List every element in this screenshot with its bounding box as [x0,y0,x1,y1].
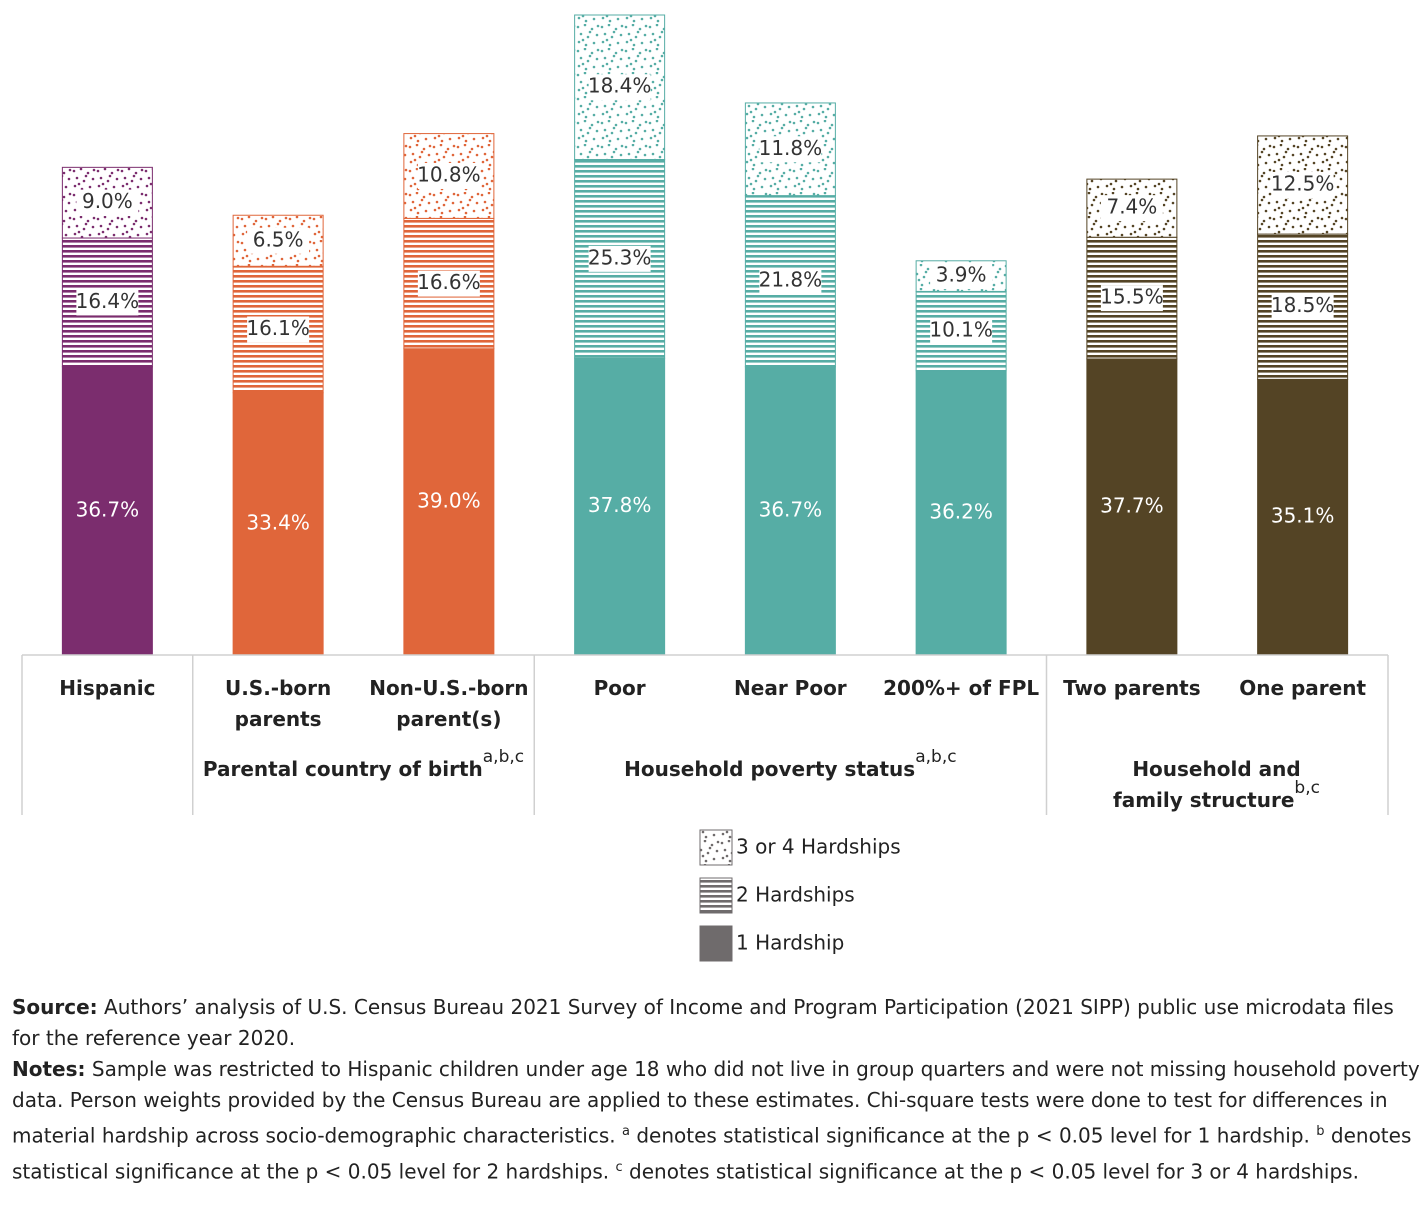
label-box [588,245,651,272]
notes-label: Notes: [12,1057,86,1081]
legend-label: 2 Hardships [736,883,855,907]
source-label: Source: [12,995,98,1019]
category-label: Near Poor [734,676,847,700]
category-label: Poor [593,676,646,700]
note-sup: c [615,1159,623,1175]
label-box [1100,195,1163,222]
footnotes: Source: Authors’ analysis of U.S. Census… [12,992,1420,1187]
note-sup: a [622,1124,630,1139]
value-label: 12.5% [1271,172,1335,196]
label-box [759,136,822,163]
note-text: denotes statistical significance at the … [629,1123,1317,1148]
value-label: 3.9% [936,263,987,287]
value-label: 35.1% [1271,504,1335,528]
value-label: 18.5% [1271,293,1335,317]
value-label: 11.8% [759,136,823,160]
note-text: denotes statistical significance at the … [12,1123,1412,1184]
bar-segment [744,366,836,656]
chart: 36.7% 16.4% 9.0% 33.4% 16.1% 6.5% 39.0% 16.6% 10… [21,14,1389,962]
legend-swatch [699,829,733,866]
group-label: Parental country of birtha,b,c [193,747,535,787]
note-text: denotes statistical significance at the … [622,1159,1359,1184]
value-label: 39.0% [417,488,481,512]
label-box [930,263,993,290]
label-box [1100,285,1163,312]
value-label: 33.4% [246,510,310,534]
group-text: Household and family structure [1113,757,1301,812]
value-label: 15.5% [1100,285,1164,309]
group-label: Household and family structureb,c [1107,754,1327,818]
value-label: 9.0% [82,189,133,213]
note-text: Sample was restricted to Hispanic childr… [12,1057,1420,1148]
note-sup: b [1316,1124,1325,1139]
source: Source: Authors’ analysis of U.S. Census… [12,992,1420,1054]
label-box [247,316,310,343]
label-box [759,268,822,295]
label-box [1271,172,1334,199]
value-label: 36.7% [759,497,823,521]
label-box [588,74,651,101]
label-box [417,162,480,189]
bar-segment [1086,358,1178,656]
bar-segment [61,366,153,656]
value-label: 21.8% [759,268,823,292]
value-label: 6.5% [253,227,304,251]
label-box [76,189,139,216]
category-label: Two parents [1063,676,1201,700]
legend-label: 1 Hardship [736,931,844,955]
value-label: 10.1% [929,318,993,342]
value-label: 25.3% [588,245,652,269]
value-label: 10.8% [417,162,481,186]
legend-swatch [699,877,733,914]
notes: Notes: Sample was restricted to Hispanic… [12,1054,1420,1187]
legend-label: 3 or 4 Hardships [736,835,901,859]
group-label: Household poverty statusa,b,c [534,747,1046,787]
bar-segment [915,370,1007,656]
group-text: Household poverty status [624,757,916,781]
group-text: Parental country of birth [202,757,483,781]
value-label: 18.4% [588,74,652,98]
value-label: 36.7% [76,497,140,521]
bar-segment [574,357,666,656]
value-label: 37.8% [588,493,652,517]
value-label: 16.4% [76,289,140,313]
group-sup: a,b,c [915,747,957,767]
bar-segment [403,348,495,656]
category-label: U.S.-born parents [224,676,332,731]
category-label: 200%+ of FPL [883,676,1040,700]
group-sup: a,b,c [482,747,525,767]
label-box [930,318,993,345]
group-sup: b,c [1294,778,1320,798]
label-box [247,227,310,254]
value-label: 7.4% [1106,195,1157,219]
value-label: 16.1% [246,316,310,340]
bar-segment [1257,378,1349,656]
label-box [76,289,139,316]
value-label: 37.7% [1100,493,1164,517]
label-box [1271,293,1334,320]
category-label: Hispanic [59,676,156,700]
category-label: One parent [1239,676,1367,700]
source-text: Authors’ analysis of U.S. Census Bureau … [12,995,1394,1050]
value-label: 16.6% [417,270,481,294]
legend-swatch [699,925,733,962]
category-label: Non-U.S.-born parent(s) [369,676,529,731]
label-box [417,270,480,297]
value-label: 36.2% [929,499,993,523]
